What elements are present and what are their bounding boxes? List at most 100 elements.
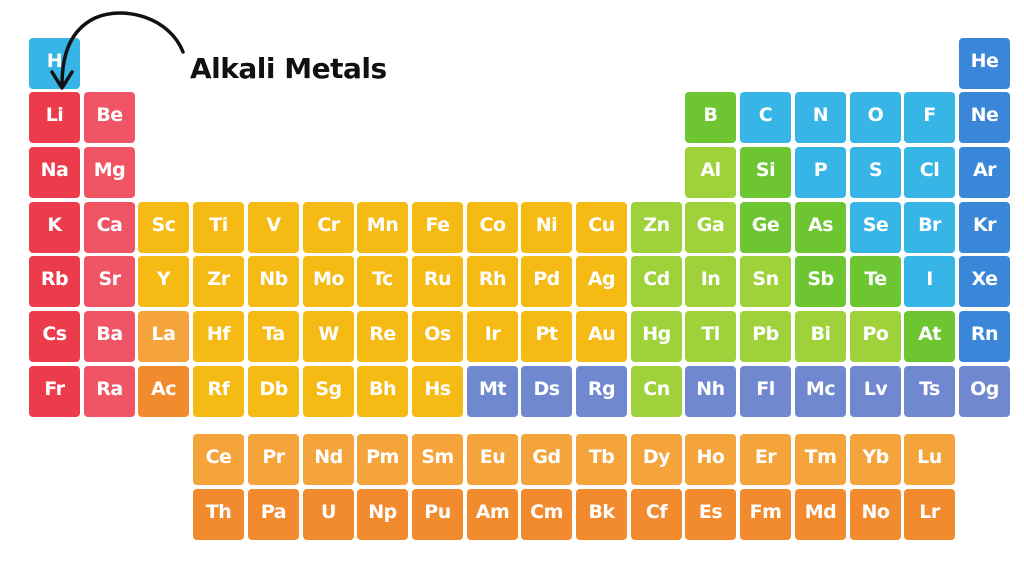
element-symbol: Sn <box>752 268 779 290</box>
element-symbol: Au <box>587 323 616 345</box>
element-symbol: V <box>266 214 281 236</box>
element-he: He <box>959 38 1010 89</box>
element-ra: Ra <box>84 366 135 417</box>
element-symbol: Ba <box>96 323 123 345</box>
element-symbol: Re <box>369 323 396 345</box>
element-ge: Ge <box>740 202 791 253</box>
element-cl: Cl <box>904 147 955 198</box>
element-symbol: Ga <box>696 214 725 236</box>
element-b: B <box>685 92 736 143</box>
element-k: K <box>29 202 80 253</box>
element-hs: Hs <box>412 366 463 417</box>
element-lr: Lr <box>904 489 955 540</box>
element-rn: Rn <box>959 311 1010 362</box>
element-symbol: Li <box>45 104 64 126</box>
element-symbol: Yb <box>862 446 889 468</box>
element-symbol: Pd <box>533 268 560 290</box>
element-symbol: In <box>700 268 721 290</box>
element-symbol: Nb <box>259 268 288 290</box>
element-symbol: Dy <box>642 446 671 468</box>
element-symbol: Rh <box>478 268 507 290</box>
element-sr: Sr <box>84 256 135 307</box>
element-cs: Cs <box>29 311 80 362</box>
element-symbol: Br <box>918 214 941 236</box>
element-symbol: Am <box>475 501 510 523</box>
element-symbol: Pa <box>260 501 287 523</box>
element-symbol: N <box>812 104 829 126</box>
element-np: Np <box>357 489 408 540</box>
element-symbol: Ta <box>262 323 285 345</box>
element-symbol: Ho <box>696 446 725 468</box>
element-symbol: Tb <box>588 446 615 468</box>
element-h: H <box>29 38 80 89</box>
element-ba: Ba <box>84 311 135 362</box>
element-ho: Ho <box>685 434 736 485</box>
element-fr: Fr <box>29 366 80 417</box>
element-th: Th <box>193 489 244 540</box>
element-li: Li <box>29 92 80 143</box>
element-eu: Eu <box>467 434 518 485</box>
element-symbol: Zn <box>643 214 670 236</box>
element-symbol: Rg <box>587 378 616 400</box>
element-md: Md <box>795 489 846 540</box>
element-symbol: Hs <box>424 378 451 400</box>
element-ni: Ni <box>521 202 572 253</box>
element-symbol: Pm <box>366 446 399 468</box>
element-symbol: Se <box>862 214 889 236</box>
element-symbol: He <box>970 50 999 72</box>
element-symbol: Lr <box>919 501 940 523</box>
element-tm: Tm <box>795 434 846 485</box>
element-cm: Cm <box>521 489 572 540</box>
element-cf: Cf <box>631 489 682 540</box>
element-re: Re <box>357 311 408 362</box>
element-v: V <box>248 202 299 253</box>
element-symbol: Hg <box>642 323 671 345</box>
element-symbol: Pb <box>752 323 779 345</box>
element-symbol: Eu <box>479 446 506 468</box>
element-mg: Mg <box>84 147 135 198</box>
element-co: Co <box>467 202 518 253</box>
element-sc: Sc <box>138 202 189 253</box>
element-be: Be <box>84 92 135 143</box>
element-pb: Pb <box>740 311 791 362</box>
element-nh: Nh <box>685 366 736 417</box>
element-symbol: Bi <box>810 323 832 345</box>
element-la: La <box>138 311 189 362</box>
element-ti: Ti <box>193 202 244 253</box>
element-symbol: I <box>926 268 933 290</box>
element-cr: Cr <box>303 202 354 253</box>
element-symbol: Ag <box>587 268 616 290</box>
element-cn: Cn <box>631 366 682 417</box>
element-fe: Fe <box>412 202 463 253</box>
element-symbol: Be <box>96 104 123 126</box>
element-symbol: Cl <box>919 159 940 181</box>
element-ds: Ds <box>521 366 572 417</box>
element-c: C <box>740 92 791 143</box>
element-symbol: Y <box>156 268 171 290</box>
element-symbol: Fl <box>756 378 775 400</box>
element-symbol: Zr <box>207 268 230 290</box>
element-symbol: Al <box>700 159 721 181</box>
element-fl: Fl <box>740 366 791 417</box>
element-sn: Sn <box>740 256 791 307</box>
element-bk: Bk <box>576 489 627 540</box>
element-symbol: Cm <box>530 501 563 523</box>
element-n: N <box>795 92 846 143</box>
element-os: Os <box>412 311 463 362</box>
element-symbol: Nd <box>314 446 343 468</box>
element-ga: Ga <box>685 202 736 253</box>
element-symbol: Pu <box>424 501 451 523</box>
element-symbol: Gd <box>532 446 561 468</box>
element-gd: Gd <box>521 434 572 485</box>
element-s: S <box>850 147 901 198</box>
element-symbol: Co <box>479 214 507 236</box>
element-ag: Ag <box>576 256 627 307</box>
element-symbol: Cr <box>317 214 340 236</box>
element-symbol: K <box>47 214 62 236</box>
element-symbol: Cn <box>643 378 670 400</box>
element-symbol: Og <box>970 378 999 400</box>
element-symbol: Cs <box>42 323 67 345</box>
element-lv: Lv <box>850 366 901 417</box>
element-nd: Nd <box>303 434 354 485</box>
element-symbol: Hf <box>206 323 231 345</box>
